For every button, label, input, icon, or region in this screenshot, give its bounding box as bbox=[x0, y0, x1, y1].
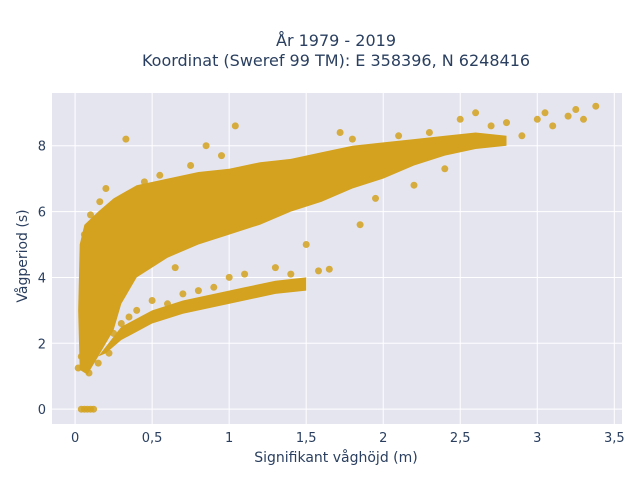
data-point bbox=[85, 369, 93, 377]
y-axis-ticks: 0 2 4 6 8 bbox=[38, 140, 46, 418]
data-point bbox=[218, 152, 225, 160]
data-point bbox=[90, 320, 98, 327]
data-point bbox=[487, 122, 495, 130]
data-point bbox=[90, 405, 98, 413]
data-point bbox=[356, 221, 364, 229]
data-point bbox=[533, 115, 541, 123]
data-point bbox=[93, 267, 101, 275]
x-axis-ticks: 0 0,5 1 1,5 2 2,5 3 3,5 bbox=[71, 431, 625, 446]
data-point bbox=[105, 349, 113, 357]
y-axis-title: Vågperiod (s) bbox=[14, 209, 31, 302]
data-point bbox=[580, 115, 587, 123]
data-points bbox=[74, 102, 600, 413]
data-point bbox=[503, 119, 510, 127]
data-point bbox=[122, 135, 130, 143]
data-point bbox=[472, 109, 480, 117]
y-tick-label: 6 bbox=[38, 206, 46, 221]
x-tick-label: 3,5 bbox=[604, 431, 625, 446]
data-point bbox=[80, 333, 88, 341]
data-point bbox=[96, 198, 104, 206]
data-point bbox=[102, 185, 110, 192]
y-tick-label: 0 bbox=[38, 403, 46, 418]
x-tick-label: 1 bbox=[225, 431, 233, 446]
y-tick-label: 2 bbox=[38, 337, 46, 352]
data-point bbox=[441, 165, 449, 173]
data-point bbox=[241, 270, 249, 278]
data-density-bands bbox=[78, 132, 507, 375]
x-tick-label: 2 bbox=[379, 431, 387, 446]
data-point bbox=[518, 132, 526, 140]
data-point bbox=[336, 129, 344, 136]
data-point bbox=[148, 297, 156, 304]
x-axis-title: Signifikant våghöjd (m) bbox=[254, 449, 417, 466]
data-point bbox=[210, 283, 218, 291]
x-tick-label: 1,5 bbox=[296, 431, 317, 446]
data-point bbox=[194, 287, 202, 295]
data-point bbox=[82, 280, 90, 288]
data-point bbox=[110, 329, 118, 337]
data-point bbox=[187, 162, 195, 169]
data-point bbox=[79, 306, 87, 314]
data-point bbox=[164, 300, 171, 308]
data-point bbox=[592, 102, 600, 110]
data-point bbox=[410, 181, 418, 189]
data-point bbox=[231, 122, 239, 130]
data-point bbox=[117, 320, 125, 327]
data-point bbox=[549, 122, 557, 130]
data-point bbox=[140, 178, 148, 186]
data-point bbox=[315, 267, 322, 275]
y-tick-label: 4 bbox=[38, 271, 46, 286]
data-point bbox=[225, 273, 233, 281]
data-point bbox=[80, 231, 88, 239]
data-point bbox=[564, 112, 572, 120]
data-point bbox=[271, 264, 279, 272]
data-point bbox=[156, 171, 164, 179]
x-tick-label: 2,5 bbox=[450, 431, 471, 446]
data-point bbox=[171, 264, 179, 272]
upper-density-band bbox=[78, 132, 507, 375]
data-point bbox=[94, 359, 102, 367]
x-tick-label: 0,5 bbox=[142, 431, 163, 446]
data-point bbox=[114, 241, 122, 248]
data-point bbox=[372, 194, 379, 202]
data-point bbox=[395, 132, 403, 140]
data-point bbox=[179, 290, 187, 298]
data-point bbox=[77, 353, 85, 360]
data-point bbox=[83, 254, 91, 262]
data-point bbox=[133, 306, 141, 314]
chart-title-line2: Koordinat (Sweref 99 TM): E 358396, N 62… bbox=[142, 51, 530, 70]
lower-density-band bbox=[98, 277, 307, 357]
data-point bbox=[302, 241, 310, 248]
data-point bbox=[74, 364, 82, 372]
data-point bbox=[572, 106, 580, 113]
data-point bbox=[256, 287, 264, 295]
y-tick-label: 8 bbox=[38, 140, 46, 155]
data-point bbox=[541, 109, 549, 117]
data-point bbox=[287, 270, 295, 278]
data-point bbox=[202, 142, 210, 150]
data-point bbox=[456, 115, 464, 123]
x-tick-label: 0 bbox=[71, 431, 79, 446]
data-point bbox=[348, 135, 356, 143]
data-point bbox=[125, 313, 133, 321]
x-tick-label: 3 bbox=[533, 431, 541, 446]
data-point bbox=[87, 211, 94, 219]
chart-title-line1: År 1979 - 2019 bbox=[276, 31, 396, 50]
data-point bbox=[325, 265, 333, 273]
data-point bbox=[425, 129, 433, 136]
